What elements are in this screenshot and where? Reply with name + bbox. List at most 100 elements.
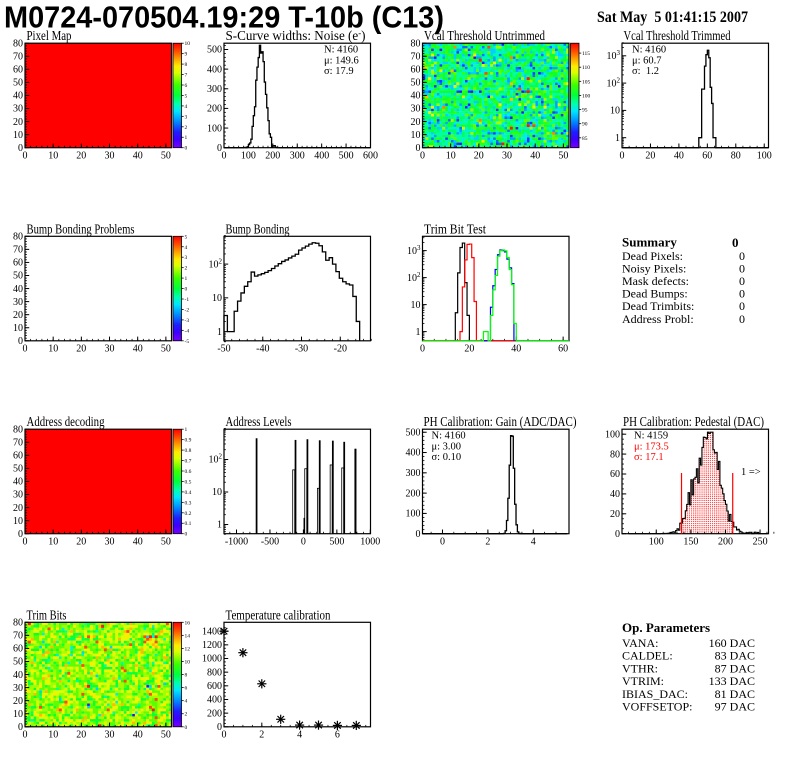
svg-text:60: 60 (13, 65, 23, 76)
svg-text:N: 4160: N: 4160 (324, 45, 358, 56)
svg-text:-1000: -1000 (225, 537, 248, 548)
svg-text:Address decoding: Address decoding (27, 414, 105, 429)
svg-text:0: 0 (18, 722, 23, 733)
svg-text:20: 20 (474, 151, 484, 162)
svg-text:0.6: 0.6 (185, 469, 192, 475)
svg-text:40: 40 (133, 151, 143, 162)
svg-text:Dead Trimbits:: Dead Trimbits: (622, 299, 694, 313)
svg-text:20: 20 (13, 310, 23, 321)
svg-text:87 DAC: 87 DAC (715, 661, 755, 675)
svg-text:10: 10 (212, 487, 222, 498)
svg-text:σ: 17.1: σ: 17.1 (634, 452, 664, 463)
svg-text:40: 40 (133, 730, 143, 741)
svg-text:95: 95 (582, 108, 588, 114)
svg-text:60: 60 (13, 644, 23, 655)
svg-text:20: 20 (411, 117, 421, 128)
svg-text:100: 100 (582, 94, 591, 100)
svg-text:40: 40 (13, 670, 23, 681)
svg-text:0: 0 (222, 151, 227, 162)
svg-text:PH Calibration: Pedestal (DAC): PH Calibration: Pedestal (DAC) (623, 414, 764, 429)
svg-text:20: 20 (610, 509, 620, 520)
svg-text:1000: 1000 (360, 537, 380, 548)
svg-text:30: 30 (13, 490, 23, 501)
svg-text:Trim Bit Test: Trim Bit Test (424, 221, 486, 236)
svg-text:4: 4 (185, 699, 188, 705)
svg-text:0: 0 (620, 151, 625, 162)
svg-text:Vcal Threshold Untrimmed: Vcal Threshold Untrimmed (424, 28, 545, 43)
svg-text:μ: 3.00: μ: 3.00 (432, 442, 462, 453)
svg-text:14: 14 (185, 633, 191, 639)
svg-text:N: 4159: N: 4159 (634, 431, 668, 442)
svg-text:10: 10 (13, 323, 23, 334)
svg-text:VOFFSETOP:: VOFFSETOP: (622, 700, 692, 714)
svg-text:30: 30 (13, 104, 23, 115)
svg-text:0: 0 (301, 537, 306, 548)
svg-text:0: 0 (222, 730, 227, 741)
svg-text:0: 0 (739, 261, 745, 275)
svg-text:4: 4 (185, 104, 188, 110)
svg-text:80: 80 (13, 38, 23, 49)
svg-text:30: 30 (502, 151, 512, 162)
svg-text:30: 30 (105, 537, 115, 548)
svg-text:2: 2 (185, 712, 188, 718)
svg-text:0: 0 (739, 274, 745, 288)
svg-text:1: 1 (217, 327, 222, 338)
svg-text:S-Curve widths: Noise (e-): S-Curve widths: Noise (e-) (226, 28, 366, 43)
svg-text:80: 80 (610, 449, 620, 460)
svg-text:85: 85 (582, 136, 588, 142)
svg-text:10: 10 (48, 344, 58, 355)
svg-text:0.9: 0.9 (185, 438, 192, 444)
svg-text:0: 0 (440, 537, 445, 548)
svg-text:0.5: 0.5 (185, 479, 192, 485)
svg-text:100: 100 (207, 123, 222, 134)
svg-text:10: 10 (48, 730, 58, 741)
svg-text:150: 150 (683, 537, 698, 548)
svg-text:0: 0 (185, 725, 188, 731)
svg-text:50: 50 (13, 657, 23, 668)
svg-text:10: 10 (13, 516, 23, 527)
svg-text:40: 40 (674, 151, 684, 162)
svg-text:115: 115 (582, 51, 590, 57)
svg-text:80: 80 (13, 232, 23, 243)
svg-text:10: 10 (411, 130, 421, 141)
svg-text:80: 80 (411, 38, 421, 49)
svg-text:σ: 0.10: σ: 0.10 (432, 452, 462, 463)
svg-text:20: 20 (13, 696, 23, 707)
svg-text:-3: -3 (185, 318, 190, 324)
svg-text:20: 20 (76, 537, 86, 548)
svg-text:2: 2 (185, 125, 188, 131)
svg-text:20: 20 (464, 344, 474, 355)
svg-text:50: 50 (558, 151, 568, 162)
svg-text:0: 0 (739, 287, 745, 301)
svg-text:6: 6 (335, 730, 340, 741)
svg-text:160 DAC: 160 DAC (709, 636, 755, 650)
svg-text:0: 0 (416, 529, 421, 540)
svg-text:7: 7 (185, 73, 188, 79)
svg-text:Bump Bonding Problems: Bump Bonding Problems (27, 221, 135, 236)
svg-text:40: 40 (133, 344, 143, 355)
svg-text:μ: 60.7: μ: 60.7 (632, 56, 662, 67)
svg-text:0.8: 0.8 (185, 448, 192, 454)
svg-text:-2: -2 (185, 307, 190, 313)
svg-text:Op. Parameters: Op. Parameters (622, 620, 710, 635)
svg-text:40: 40 (530, 151, 540, 162)
svg-text:1200: 1200 (202, 640, 222, 651)
svg-text:50: 50 (161, 151, 171, 162)
svg-text:300: 300 (290, 151, 305, 162)
svg-text:0: 0 (739, 299, 745, 313)
svg-text:-1: -1 (185, 297, 190, 303)
svg-text:60: 60 (13, 258, 23, 269)
svg-text:0: 0 (185, 146, 188, 152)
svg-text:20: 20 (76, 151, 86, 162)
svg-text:Bump Bonding: Bump Bonding (226, 221, 290, 236)
svg-text:30: 30 (105, 344, 115, 355)
svg-text:30: 30 (105, 730, 115, 741)
svg-text:0: 0 (23, 151, 28, 162)
svg-text:50: 50 (13, 464, 23, 475)
svg-text:83 DAC: 83 DAC (715, 649, 755, 663)
svg-text:σ: 17.9: σ: 17.9 (324, 66, 354, 77)
svg-text:0: 0 (18, 529, 23, 540)
svg-text:0: 0 (420, 151, 425, 162)
svg-text:CALDEL:: CALDEL: (622, 649, 673, 663)
svg-text:80: 80 (13, 424, 23, 435)
